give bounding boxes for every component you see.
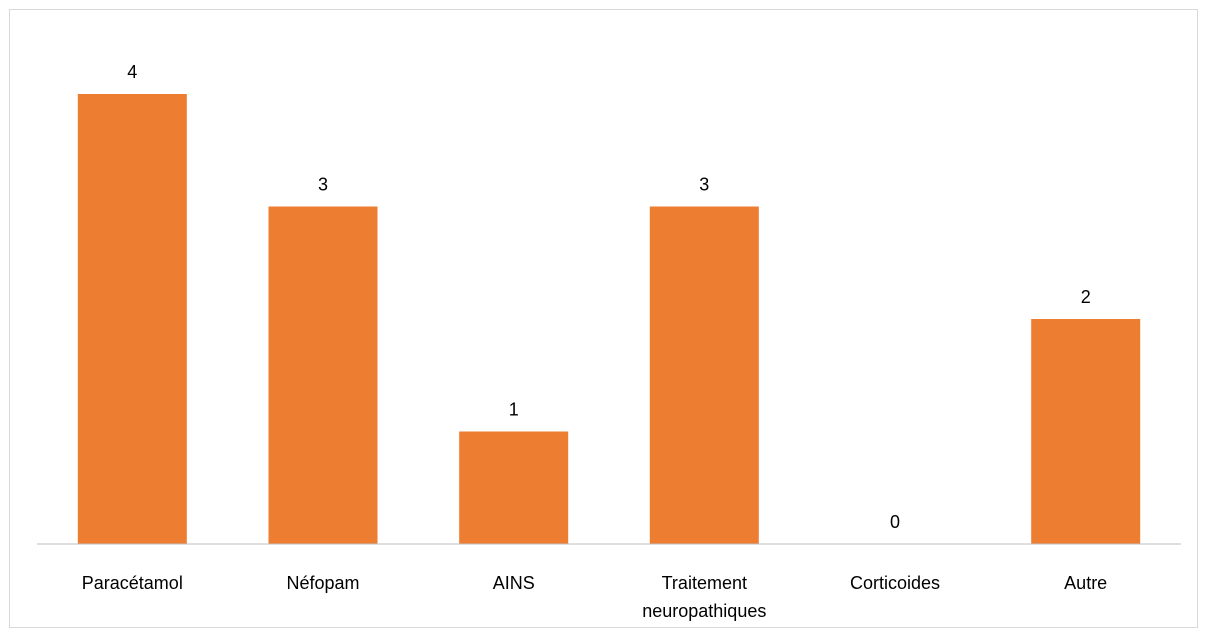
chart-frame xyxy=(9,9,1198,628)
data-label-3: 3 xyxy=(699,175,709,195)
data-label-0: 4 xyxy=(127,62,137,82)
bar-1 xyxy=(268,206,378,544)
category-label-line: Autre xyxy=(1064,573,1107,593)
category-label-line: AINS xyxy=(493,573,535,593)
category-label-line: Corticoides xyxy=(850,573,940,593)
category-label-4: Corticoides xyxy=(850,573,940,593)
category-label-0: Paracétamol xyxy=(82,573,183,593)
bar-5 xyxy=(1031,319,1141,544)
category-label-2: AINS xyxy=(493,573,535,593)
category-label-5: Autre xyxy=(1064,573,1107,593)
category-label-line: Paracétamol xyxy=(82,573,183,593)
category-label-3: Traitement neuropathiques xyxy=(642,573,766,621)
category-label-line: Néfopam xyxy=(286,573,359,593)
bar-0 xyxy=(77,94,187,544)
category-label-1: Néfopam xyxy=(286,573,359,593)
bar-2 xyxy=(459,431,569,544)
data-label-1: 3 xyxy=(318,175,328,195)
category-label-line: neuropathiques xyxy=(642,601,766,621)
data-labels-group: 4 3 1 3 0 2 xyxy=(127,62,1090,532)
data-label-5: 2 xyxy=(1081,287,1091,307)
data-label-2: 1 xyxy=(509,400,519,420)
data-label-4: 0 xyxy=(890,512,900,532)
category-labels-group: Paracétamol Néfopam AINS Traitement neuropat… xyxy=(82,573,1107,621)
bars-group xyxy=(77,94,1141,544)
category-label-line: Traitement xyxy=(662,573,747,593)
bar-3 xyxy=(649,206,759,544)
